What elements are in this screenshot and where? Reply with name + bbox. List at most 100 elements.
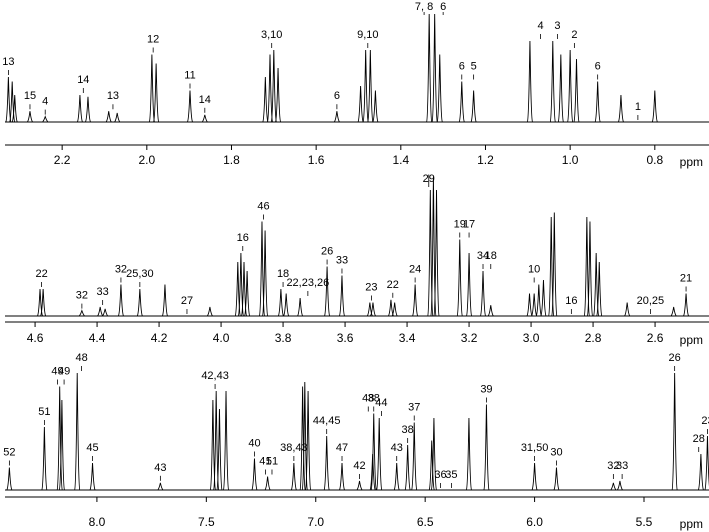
- peak-label: 49: [51, 366, 63, 378]
- peak: [540, 279, 547, 317]
- peak-label: 45: [86, 442, 98, 454]
- x-tick-label: 8.0: [89, 515, 106, 529]
- peak: [11, 94, 18, 123]
- peak-label: 31,50: [521, 442, 549, 454]
- peak: [531, 462, 538, 491]
- peak: [431, 13, 438, 123]
- peak: [56, 386, 63, 491]
- peak: [117, 284, 124, 317]
- peak: [526, 40, 533, 123]
- peak: [436, 54, 443, 123]
- peak: [84, 96, 91, 123]
- peak: [97, 306, 104, 317]
- peak: [697, 453, 704, 491]
- peak-label: 32: [76, 290, 88, 302]
- peak-label: 30: [550, 447, 562, 459]
- peak: [526, 293, 533, 317]
- peak-label: 46: [257, 201, 269, 213]
- peak-label: 51: [266, 456, 278, 468]
- peak: [157, 482, 164, 491]
- peak-label: 18: [277, 268, 289, 280]
- peak-label: 38: [368, 393, 380, 405]
- peak-label: 6: [334, 90, 340, 102]
- peak: [324, 266, 331, 317]
- peak: [531, 293, 538, 317]
- peak: [153, 63, 160, 123]
- peak: [651, 90, 658, 123]
- peak: [277, 288, 284, 317]
- peak-label: 22: [35, 268, 47, 280]
- x-tick-label: 4.6: [27, 331, 44, 345]
- peak-label: 11: [184, 70, 195, 82]
- x-tick-label: 3.4: [399, 331, 416, 345]
- peak-label: 40: [248, 438, 260, 450]
- peak: [586, 221, 593, 317]
- peak-label: 38,43: [280, 442, 308, 454]
- peak-label: 52: [3, 447, 15, 459]
- x-tick-label: 1.2: [477, 153, 494, 167]
- peak-label: 2: [571, 29, 577, 41]
- peak-label: 41: [259, 456, 271, 468]
- x-tick-label: 4.4: [89, 331, 106, 345]
- peak: [26, 111, 33, 123]
- peak-label: 13: [2, 56, 14, 68]
- peak-label: 6: [440, 1, 446, 13]
- peak-label: 44: [375, 397, 387, 409]
- peak-label: 42: [353, 460, 365, 472]
- peak-label: 4: [537, 20, 543, 32]
- peak: [594, 81, 601, 123]
- peak: [206, 306, 213, 317]
- peak-label: 5: [471, 61, 477, 73]
- peak: [404, 444, 411, 491]
- x-tick-label: 3.6: [337, 331, 354, 345]
- peak-label: 20,25: [637, 295, 665, 307]
- peak-label: 1: [635, 101, 641, 113]
- peak: [483, 404, 490, 491]
- peak-label: 39: [480, 384, 492, 396]
- peak: [297, 297, 304, 317]
- peak: [114, 112, 121, 123]
- peak: [201, 114, 208, 123]
- peak-label: 43: [391, 442, 403, 454]
- peak: [412, 284, 419, 317]
- peak: [535, 284, 542, 317]
- peak: [305, 390, 312, 491]
- peak-label: 21: [680, 273, 692, 285]
- peak-label: 48: [75, 352, 87, 364]
- peak: [266, 54, 274, 123]
- peak-label: 9,10: [357, 29, 378, 41]
- peak: [610, 482, 617, 491]
- x-tick-label: 1.6: [308, 153, 325, 167]
- peak: [616, 480, 623, 491]
- peak: [244, 270, 251, 317]
- peak-label: 15: [24, 90, 36, 102]
- peak: [105, 111, 112, 123]
- peak: [487, 305, 494, 317]
- peak: [338, 275, 345, 317]
- x-tick-label: 2.0: [138, 153, 155, 167]
- peak: [624, 302, 631, 317]
- peak: [428, 440, 435, 491]
- peak: [573, 58, 580, 123]
- peak: [671, 372, 678, 491]
- peak-label: 16: [237, 232, 249, 244]
- x-tick-label: 2.8: [585, 331, 602, 345]
- peak-label: 13: [107, 90, 119, 102]
- peak-label: 34: [477, 250, 489, 262]
- peak-label: 42,43: [201, 370, 229, 382]
- peak-label: 22,23,26: [286, 277, 329, 289]
- peak: [596, 261, 603, 317]
- peak-label: 14: [77, 74, 89, 86]
- peak-label: 16: [565, 295, 577, 307]
- peak: [393, 462, 400, 491]
- peak: [456, 239, 463, 317]
- peak: [74, 372, 81, 491]
- peak: [466, 252, 473, 317]
- peak: [102, 308, 109, 317]
- peak: [5, 76, 12, 123]
- peak: [370, 413, 377, 491]
- peak: [670, 306, 677, 317]
- peak-label: 4: [42, 96, 48, 108]
- peak: [683, 293, 690, 317]
